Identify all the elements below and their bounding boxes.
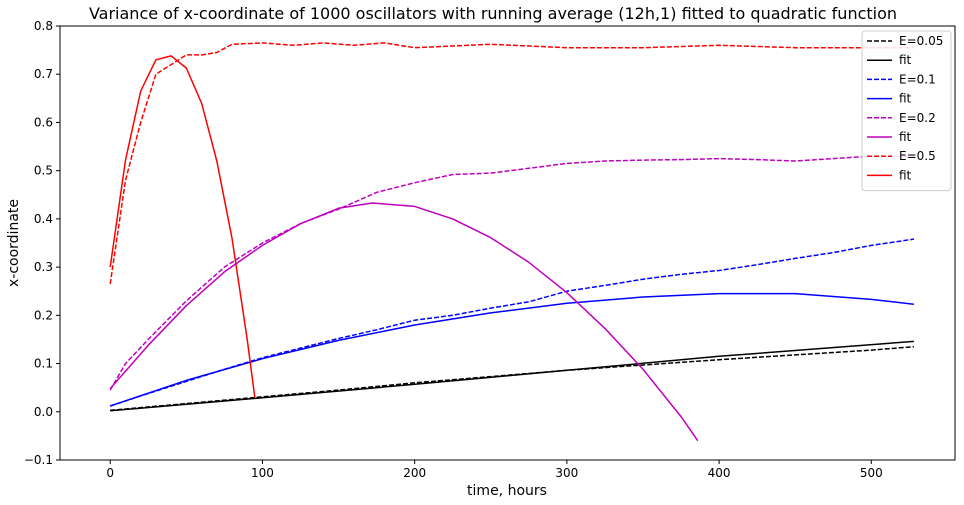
series-line-7 bbox=[109, 55, 256, 398]
legend-label-5: fit bbox=[899, 130, 912, 144]
chart-title: Variance of x-coordinate of 1000 oscilla… bbox=[89, 4, 897, 23]
series-line-6 bbox=[109, 42, 914, 285]
series-line-5 bbox=[109, 202, 699, 442]
plot-frame bbox=[59, 25, 956, 461]
y-tick-label: 0.7 bbox=[34, 67, 53, 81]
x-tick-label: 200 bbox=[403, 466, 426, 480]
series-line-2 bbox=[109, 238, 915, 407]
y-tick-label: 0.1 bbox=[34, 357, 53, 371]
legend-label-6: E=0.5 bbox=[899, 149, 936, 163]
x-axis-title: time, hours bbox=[467, 483, 547, 499]
x-tick-label: 500 bbox=[860, 466, 883, 480]
y-tick-label: 0.5 bbox=[34, 164, 53, 178]
legend-label-7: fit bbox=[899, 168, 912, 182]
legend-label-1: fit bbox=[899, 53, 912, 67]
legend-label-2: E=0.1 bbox=[899, 72, 936, 86]
y-tick-label: 0.3 bbox=[34, 260, 53, 274]
y-tick-label: 0.4 bbox=[34, 212, 53, 226]
legend-label-0: E=0.05 bbox=[899, 34, 943, 48]
y-tick-label: 0.6 bbox=[34, 115, 53, 129]
y-tick-label: 0.2 bbox=[34, 308, 53, 322]
legend-label-3: fit bbox=[899, 92, 912, 106]
series-line-1 bbox=[110, 340, 914, 412]
series-line-4 bbox=[109, 155, 914, 391]
y-tick-label: 0.0 bbox=[34, 405, 53, 419]
y-tick-label: 0.8 bbox=[34, 19, 53, 33]
x-tick-label: 400 bbox=[708, 466, 731, 480]
plot-area bbox=[109, 42, 915, 442]
x-tick-label: 300 bbox=[555, 466, 578, 480]
legend: E=0.05 fit E=0.1 fit E=0.2 fit E=0.5 fit bbox=[861, 30, 952, 192]
y-axis-title: x-coordinate bbox=[6, 199, 22, 287]
legend-box bbox=[861, 30, 952, 192]
x-tick-label: 0 bbox=[106, 466, 114, 480]
y-tick-label: −0.1 bbox=[24, 453, 53, 467]
x-tick-label: 100 bbox=[251, 466, 274, 480]
legend-label-4: E=0.2 bbox=[899, 111, 936, 125]
axis-ticks: 0 100 200 300 400 500 −0.1 0.0 0.1 0.2 0.3 0.4 0.5 0.… bbox=[24, 19, 883, 480]
